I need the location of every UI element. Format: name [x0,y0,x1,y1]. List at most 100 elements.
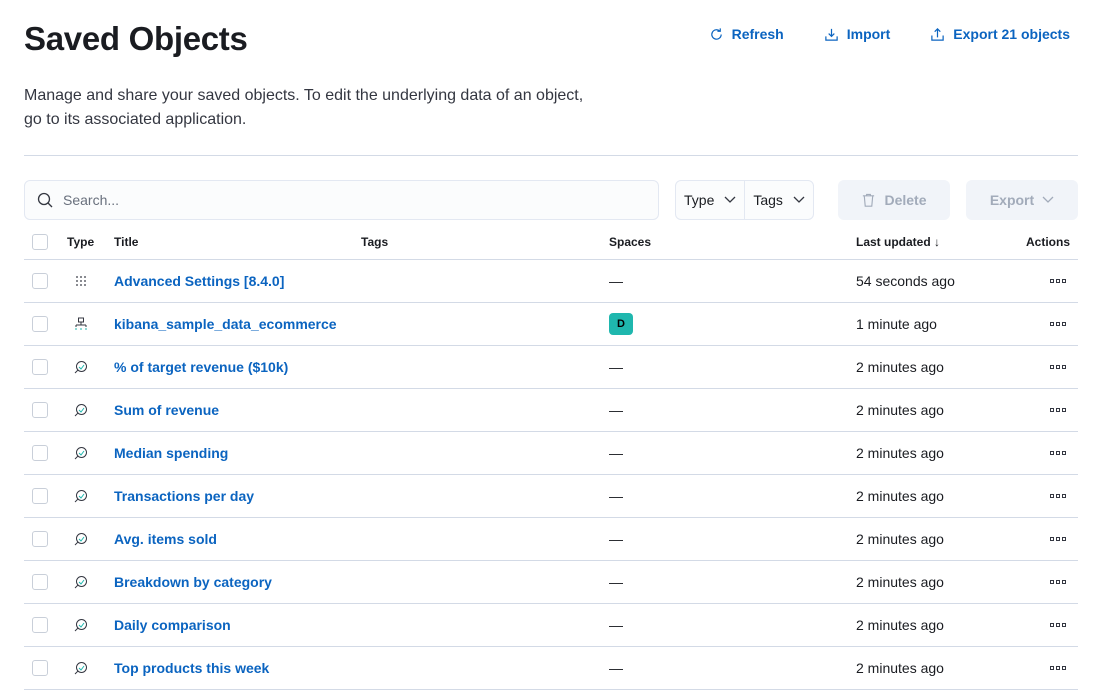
actions-menu-icon[interactable] [1050,666,1066,670]
last-updated-value: 2 minutes ago [856,488,944,504]
refresh-icon [710,27,722,40]
row-checkbox[interactable] [32,445,48,461]
refresh-button[interactable]: Refresh [709,26,784,42]
column-last-updated[interactable]: Last updated ↓ [856,235,940,249]
table-row: Sum of revenue — 2 minutes ago [24,389,1078,432]
row-checkbox[interactable] [32,531,48,547]
type-filter[interactable]: Type [676,181,744,219]
search-box[interactable] [24,180,659,220]
chevron-down-icon [793,196,805,203]
export-label: Export [989,192,1035,208]
object-title-link[interactable]: Breakdown by category [114,574,272,590]
visualization-icon [74,532,88,546]
row-checkbox[interactable] [32,660,48,676]
table-row: % of target revenue ($10k) — 2 minutes a… [24,346,1078,389]
export-all-button[interactable]: Export 21 objects [930,26,1070,42]
export-all-label: Export 21 objects [953,26,1070,42]
tags-filter-label: Tags [753,192,783,208]
visualization-icon [74,489,88,503]
actions-menu-icon[interactable] [1050,365,1066,369]
visualization-icon [74,360,88,374]
last-updated-value: 1 minute ago [856,316,937,332]
actions-menu-icon[interactable] [1050,537,1066,541]
table-row: Transactions per day — 2 minutes ago [24,475,1078,518]
object-title-link[interactable]: Avg. items sold [114,531,217,547]
last-updated-value: 2 minutes ago [856,445,944,461]
column-tags: Tags [361,235,389,249]
spaces-value: — [609,359,623,375]
advanced-settings-icon [74,274,88,288]
page-description: Manage and share your saved objects. To … [24,87,584,128]
spaces-value: — [609,574,623,590]
space-badge[interactable]: D [609,313,633,335]
column-title[interactable]: Title [114,235,139,249]
row-checkbox[interactable] [32,488,48,504]
table-header: Type Title Tags Spaces Last updated ↓ Ac… [24,225,1078,260]
delete-label: Delete [884,192,927,208]
actions-menu-icon[interactable] [1050,408,1066,412]
delete-button[interactable]: Delete [838,180,950,220]
last-updated-value: 2 minutes ago [856,574,944,590]
index-pattern-icon [74,317,88,331]
actions-menu-icon[interactable] [1050,494,1066,498]
object-title-link[interactable]: Transactions per day [114,488,255,504]
export-button[interactable]: Export [966,180,1078,220]
visualization-icon [74,446,88,460]
tags-filter[interactable]: Tags [744,181,813,219]
table-row: kibana_sample_data_ecommerce D 1 minute … [24,303,1078,346]
spaces-value: — [609,488,623,504]
row-checkbox[interactable] [32,402,48,418]
actions-menu-icon[interactable] [1050,580,1066,584]
last-updated-value: 2 minutes ago [856,617,944,633]
object-title-link[interactable]: % of target revenue ($10k) [114,359,289,375]
spaces-value: — [609,531,623,547]
import-button[interactable]: Import [824,26,891,42]
spaces-value: — [609,445,623,461]
actions-menu-icon[interactable] [1050,322,1066,326]
row-checkbox[interactable] [32,574,48,590]
spaces-value: — [609,660,623,676]
spaces-value: — [609,273,623,289]
last-updated-value: 2 minutes ago [856,531,944,547]
divider [24,155,1078,156]
last-updated-value: 2 minutes ago [856,660,944,676]
search-input[interactable] [63,192,623,208]
actions-menu-icon[interactable] [1050,451,1066,455]
table-row: Top products this week — 2 minutes ago [24,647,1078,690]
row-checkbox[interactable] [32,617,48,633]
table-row: Daily comparison — 2 minutes ago [24,604,1078,647]
actions-menu-icon[interactable] [1050,279,1066,283]
export-icon [931,27,945,41]
import-icon [825,28,838,41]
column-spaces: Spaces [609,235,652,249]
visualization-icon [74,618,88,632]
column-type: Type [67,235,95,249]
table-row: Advanced Settings [8.4.0] — 54 seconds a… [24,260,1078,303]
row-checkbox[interactable] [32,273,48,289]
object-title-link[interactable]: Daily comparison [114,617,231,633]
actions-menu-icon[interactable] [1050,623,1066,627]
column-actions: Actions [1025,235,1070,249]
last-updated-value: 54 seconds ago [856,273,955,289]
spaces-value: — [609,402,623,418]
object-title-link[interactable]: Advanced Settings [8.4.0] [114,273,285,289]
object-title-link[interactable]: kibana_sample_data_ecommerce [114,316,337,332]
import-label: Import [846,26,891,42]
saved-objects-table: Type Title Tags Spaces Last updated ↓ Ac… [24,225,1078,690]
object-title-link[interactable]: Top products this week [114,660,270,676]
table-row: Median spending — 2 minutes ago [24,432,1078,475]
table-row: Avg. items sold — 2 minutes ago [24,518,1078,561]
search-icon [37,192,53,208]
object-title-link[interactable]: Median spending [114,445,229,461]
visualization-icon [74,661,88,675]
chevron-down-icon [724,196,736,203]
row-checkbox[interactable] [32,359,48,375]
page-title: Saved Objects [24,20,248,57]
row-checkbox[interactable] [32,316,48,332]
visualization-icon [74,575,88,589]
select-all-checkbox[interactable] [32,234,48,250]
refresh-label: Refresh [731,26,784,42]
last-updated-label: Last updated [856,235,931,249]
object-title-link[interactable]: Sum of revenue [114,402,220,418]
trash-icon [863,193,875,207]
